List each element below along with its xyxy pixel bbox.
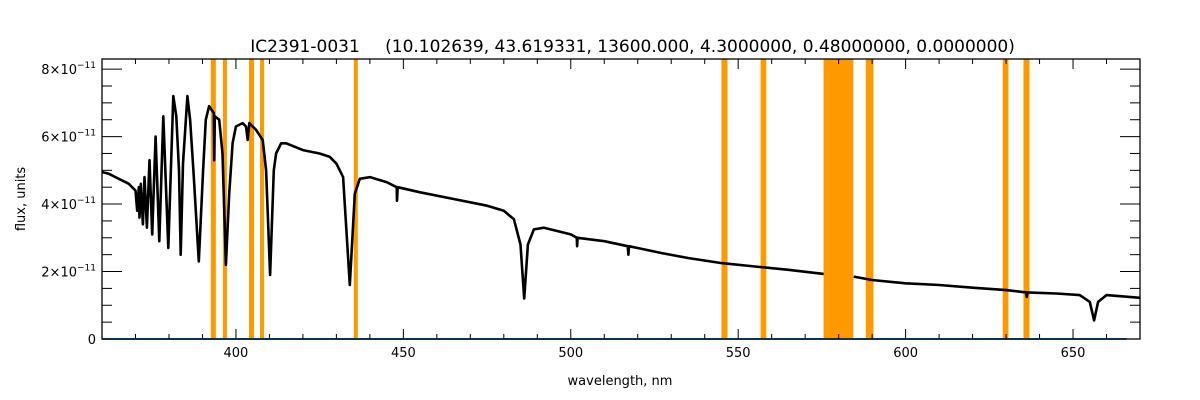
masked-band [210, 59, 216, 339]
masked-band [760, 59, 767, 339]
y-tick-label: 0 [88, 333, 96, 348]
axis-ticks: 400 450 500 550 600 650 0 2×10−11 4×10−11 6×10−11… [41, 59, 1141, 361]
x-tick-label: 500 [558, 346, 583, 361]
y-tick-label: 2×10−11 [41, 264, 96, 281]
masked-bands [210, 59, 1030, 339]
y-tick-label: 8×10−11 [41, 61, 96, 78]
x-tick-label: 550 [726, 346, 751, 361]
chart-title-object: IC2391-0031 [250, 37, 360, 57]
masked-band [721, 59, 728, 339]
x-tick-label: 400 [224, 346, 249, 361]
series-layer [101, 94, 1141, 340]
x-tick-label: 450 [391, 346, 416, 361]
y-tick-label: 6×10−11 [41, 129, 96, 146]
masked-band [1023, 59, 1030, 339]
masked-band [248, 59, 255, 339]
y-tick-label: 4×10−11 [41, 196, 96, 213]
x-axis-label: wavelength, nm [568, 374, 673, 389]
plot-frame [101, 58, 1141, 340]
x-tick-label: 650 [1061, 346, 1086, 361]
chart-title-params: (10.102639, 43.619331, 13600.000, 4.3000… [385, 37, 1015, 57]
x-tick-label: 600 [893, 346, 918, 361]
y-axis-label: flux, units [14, 167, 29, 232]
masked-band [865, 59, 874, 339]
masked-band [823, 59, 854, 339]
spectrum-line [101, 94, 1141, 322]
masked-band [1002, 59, 1009, 339]
masked-band [260, 59, 265, 339]
